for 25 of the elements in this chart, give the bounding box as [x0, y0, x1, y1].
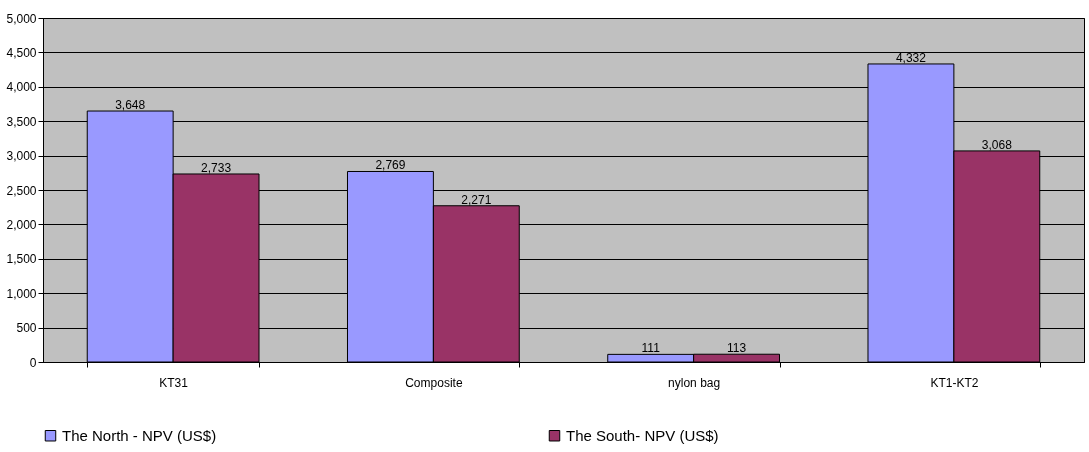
- data-label: 113: [727, 341, 747, 356]
- data-label: 111: [641, 341, 661, 356]
- x-tick-label: Composite: [405, 375, 463, 390]
- legend-label: The South- NPV (US$): [566, 426, 719, 444]
- y-tick-label: 2,000: [6, 217, 37, 232]
- y-tick-label: 3,500: [6, 114, 37, 129]
- data-label: 2,733: [201, 160, 232, 175]
- x-tick-label: nylon bag: [668, 375, 721, 390]
- y-tick-label: 5,000: [6, 11, 37, 26]
- x-tick-label: KT1-KT2: [930, 375, 979, 390]
- y-tick-label: 4,000: [6, 80, 37, 95]
- legend-label: The North - NPV (US$): [62, 426, 217, 444]
- data-label: 4,332: [895, 50, 927, 65]
- y-tick-label: 3,000: [6, 149, 37, 164]
- data-label: 3,648: [115, 98, 146, 113]
- x-tick-label: KT31: [159, 375, 189, 390]
- data-label: 2,769: [375, 158, 406, 173]
- y-tick-label: 500: [16, 321, 37, 336]
- y-tick-label: 4,500: [6, 45, 37, 60]
- y-tick-label: 1,000: [6, 286, 37, 301]
- y-tick-label: 1,500: [6, 252, 37, 267]
- data-label: 2,271: [461, 192, 492, 207]
- y-tick-label: 2,500: [6, 183, 37, 198]
- y-tick-label: 0: [29, 355, 37, 370]
- data-label: 3,068: [981, 137, 1013, 152]
